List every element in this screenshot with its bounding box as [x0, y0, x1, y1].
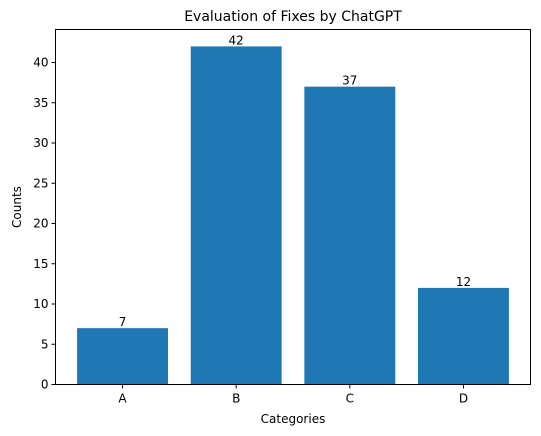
data-label-B: 42: [229, 33, 244, 47]
y-tick-label-25: 25: [33, 176, 48, 190]
x-axis-ticks: A B C D: [118, 384, 468, 406]
x-axis-label: Categories: [261, 412, 326, 426]
x-tick-label-D: D: [459, 392, 468, 406]
y-tick-label-5: 5: [41, 337, 49, 351]
y-tick-label-0: 0: [41, 378, 49, 392]
bar-C: [304, 86, 396, 385]
data-label-A: 7: [119, 315, 127, 329]
plot-frame: [55, 29, 531, 385]
y-tick-label-40: 40: [33, 56, 48, 70]
data-label-D: 12: [456, 275, 471, 289]
bar-D: [418, 287, 509, 385]
chart-title: Evaluation of Fixes by ChatGPT: [184, 9, 402, 25]
y-tick-label-10: 10: [33, 297, 48, 311]
y-tick-label-15: 15: [33, 257, 48, 271]
data-label-C: 37: [342, 74, 357, 88]
y-axis-ticks: 0 5 10 15 20 25 30 35 40: [33, 56, 56, 392]
x-tick-label-B: B: [232, 392, 240, 406]
x-tick-label-A: A: [118, 392, 127, 406]
bar-A: [77, 328, 168, 385]
data-labels-group: 7 42 37 12: [119, 33, 471, 329]
bars-group: [77, 46, 509, 385]
bar-B: [190, 46, 282, 385]
y-tick-label-30: 30: [33, 136, 48, 150]
y-tick-label-35: 35: [33, 96, 48, 110]
y-axis-label: Counts: [10, 186, 24, 228]
x-tick-label-C: C: [346, 392, 354, 406]
y-tick-label-20: 20: [33, 217, 48, 231]
